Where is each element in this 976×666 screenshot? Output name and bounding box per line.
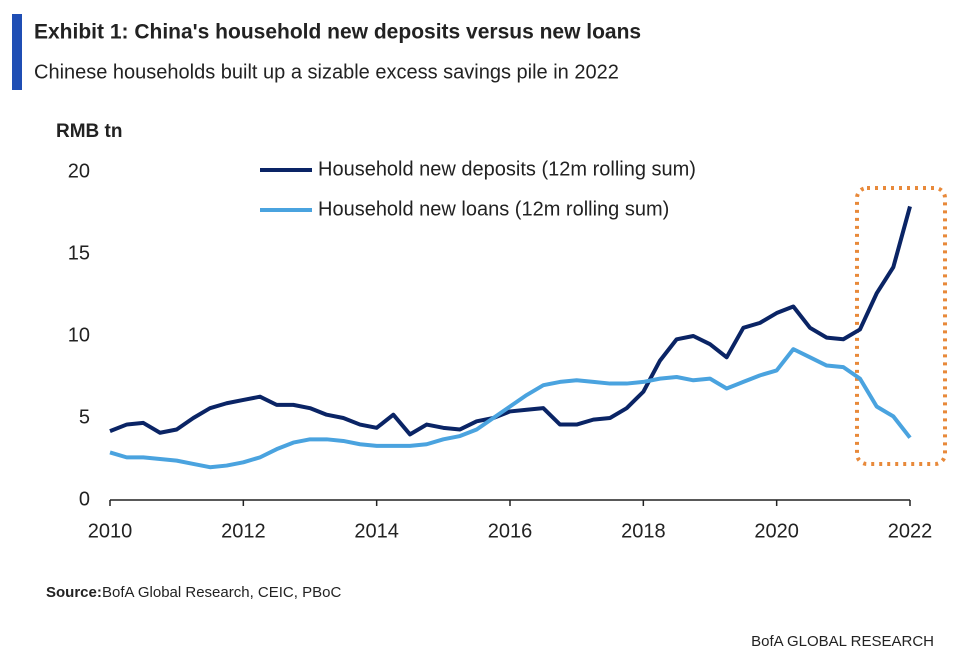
y-tick-label: 5 xyxy=(79,406,90,428)
legend-label: Household new deposits (12m rolling sum) xyxy=(318,158,696,180)
source-label: Source: xyxy=(46,584,102,601)
x-tick-label: 2018 xyxy=(621,520,666,542)
y-axis-label: RMB tn xyxy=(56,121,122,142)
y-tick-label: 0 xyxy=(79,488,90,510)
footer: BofA GLOBAL RESEARCH xyxy=(751,633,934,650)
series-line xyxy=(109,205,912,437)
legend-label: Household new loans (12m rolling sum) xyxy=(318,198,669,220)
y-tick-label: 15 xyxy=(68,242,90,264)
x-tick-label: 2010 xyxy=(88,520,133,542)
x-tick-label: 2012 xyxy=(221,520,266,542)
x-tick-label: 2020 xyxy=(754,520,799,542)
chart-title: Exhibit 1: China's household new deposit… xyxy=(34,21,641,44)
x-tick-label: 2014 xyxy=(354,520,399,542)
y-tick-label: 10 xyxy=(68,324,90,346)
x-tick-label: 2022 xyxy=(888,520,933,542)
series-line xyxy=(109,347,912,470)
accent-bar xyxy=(12,14,22,90)
x-tick-label: 2016 xyxy=(488,520,533,542)
y-tick-label: 20 xyxy=(68,160,90,182)
chart-subtitle: Chinese households built up a sizable ex… xyxy=(34,61,619,83)
source-text: BofA Global Research, CEIC, PBoC xyxy=(102,584,341,601)
highlight-box xyxy=(855,186,947,466)
